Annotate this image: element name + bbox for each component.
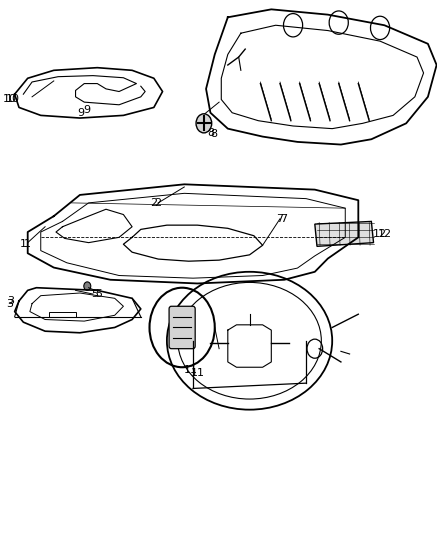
Text: 11: 11 <box>191 368 205 377</box>
Text: 7: 7 <box>276 214 283 224</box>
Text: 9: 9 <box>78 108 85 118</box>
Text: 8: 8 <box>207 128 214 138</box>
Text: 3: 3 <box>6 298 13 309</box>
Text: 1: 1 <box>20 239 27 249</box>
Circle shape <box>196 114 212 133</box>
Polygon shape <box>315 221 374 246</box>
Text: 11: 11 <box>184 365 198 375</box>
Text: 2: 2 <box>150 198 157 208</box>
Text: 7: 7 <box>280 214 287 224</box>
Text: 12: 12 <box>378 229 392 239</box>
Text: 5: 5 <box>92 289 99 299</box>
Text: 2: 2 <box>154 198 161 208</box>
Text: 10: 10 <box>4 94 17 104</box>
Circle shape <box>84 282 91 290</box>
Text: 5: 5 <box>95 289 102 299</box>
Text: 8: 8 <box>210 129 218 139</box>
Text: 1: 1 <box>23 239 30 249</box>
Text: 9: 9 <box>83 105 90 115</box>
Text: 3: 3 <box>7 296 14 306</box>
Text: 12: 12 <box>373 229 387 239</box>
FancyBboxPatch shape <box>169 306 195 349</box>
Text: 10: 10 <box>6 94 20 104</box>
